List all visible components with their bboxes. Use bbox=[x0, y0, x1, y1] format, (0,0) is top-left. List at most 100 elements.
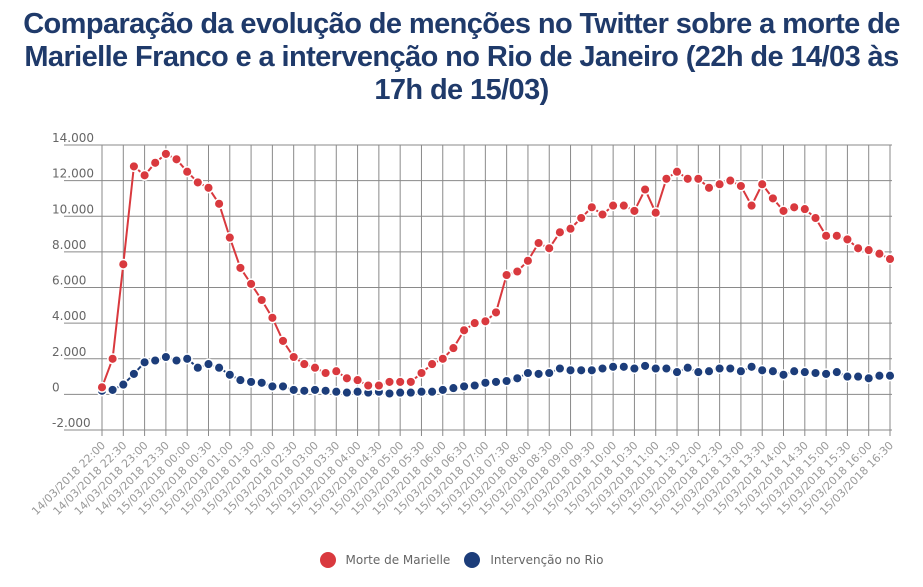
data-point[interactable] bbox=[149, 157, 161, 169]
data-point[interactable] bbox=[298, 385, 310, 397]
data-point[interactable] bbox=[256, 294, 268, 306]
data-point[interactable] bbox=[426, 358, 438, 370]
data-point[interactable] bbox=[352, 386, 364, 398]
data-point[interactable] bbox=[522, 367, 534, 379]
data-point[interactable] bbox=[160, 148, 172, 160]
data-point[interactable] bbox=[756, 178, 768, 190]
data-point[interactable] bbox=[543, 242, 555, 254]
data-point[interactable] bbox=[628, 205, 640, 217]
data-point[interactable] bbox=[607, 200, 619, 212]
data-point[interactable] bbox=[117, 258, 129, 270]
data-point[interactable] bbox=[628, 362, 640, 375]
data-point[interactable] bbox=[128, 160, 140, 172]
data-point[interactable] bbox=[724, 175, 736, 187]
data-point[interactable] bbox=[447, 342, 459, 354]
data-point[interactable] bbox=[479, 377, 491, 389]
data-point[interactable] bbox=[298, 358, 310, 370]
data-point[interactable] bbox=[639, 360, 651, 372]
data-point[interactable] bbox=[650, 207, 662, 219]
data-point[interactable] bbox=[607, 361, 619, 373]
data-point[interactable] bbox=[309, 384, 321, 396]
data-point[interactable] bbox=[639, 183, 651, 196]
data-point[interactable] bbox=[671, 366, 683, 378]
data-point[interactable] bbox=[575, 212, 587, 224]
data-point[interactable] bbox=[192, 176, 204, 188]
data-point[interactable] bbox=[650, 362, 662, 375]
data-point[interactable] bbox=[618, 200, 630, 212]
data-point[interactable] bbox=[458, 380, 470, 392]
data-point[interactable] bbox=[756, 364, 768, 376]
data-point[interactable] bbox=[799, 203, 811, 215]
data-point[interactable] bbox=[394, 387, 406, 399]
data-point[interactable] bbox=[277, 380, 289, 392]
data-point[interactable] bbox=[682, 362, 694, 374]
data-point[interactable] bbox=[554, 226, 566, 238]
data-point[interactable] bbox=[511, 265, 523, 278]
data-point[interactable] bbox=[330, 365, 342, 377]
data-point[interactable] bbox=[117, 379, 129, 391]
data-point[interactable] bbox=[586, 201, 598, 213]
data-point[interactable] bbox=[341, 372, 353, 384]
data-point[interactable] bbox=[469, 379, 481, 392]
data-point[interactable] bbox=[213, 198, 225, 210]
data-point[interactable] bbox=[277, 335, 289, 347]
data-point[interactable] bbox=[107, 384, 119, 396]
data-point[interactable] bbox=[266, 312, 278, 324]
data-point[interactable] bbox=[884, 253, 896, 265]
data-point[interactable] bbox=[437, 353, 449, 365]
data-point[interactable] bbox=[405, 387, 417, 399]
data-point[interactable] bbox=[202, 358, 215, 370]
data-point[interactable] bbox=[320, 367, 332, 379]
data-point[interactable] bbox=[873, 248, 885, 260]
data-point[interactable] bbox=[383, 387, 396, 400]
data-point[interactable] bbox=[703, 365, 715, 377]
data-point[interactable] bbox=[660, 173, 672, 185]
data-point[interactable] bbox=[564, 364, 577, 376]
data-point[interactable] bbox=[586, 364, 598, 376]
data-point[interactable] bbox=[735, 365, 747, 377]
data-point[interactable] bbox=[863, 244, 875, 256]
data-point[interactable] bbox=[245, 376, 257, 388]
data-point[interactable] bbox=[288, 384, 300, 396]
data-point[interactable] bbox=[96, 381, 108, 393]
data-point[interactable] bbox=[394, 376, 406, 388]
data-point[interactable] bbox=[479, 315, 491, 327]
data-point[interactable] bbox=[341, 387, 353, 399]
data-point[interactable] bbox=[245, 278, 257, 290]
data-point[interactable] bbox=[511, 372, 523, 384]
data-point[interactable] bbox=[149, 354, 161, 367]
legend-item-morte-de-marielle[interactable]: Morte de Marielle bbox=[319, 552, 450, 568]
data-point[interactable] bbox=[501, 269, 513, 281]
data-point[interactable] bbox=[373, 379, 385, 392]
data-point[interactable] bbox=[863, 372, 875, 384]
data-point[interactable] bbox=[415, 367, 428, 379]
data-point[interactable] bbox=[192, 362, 204, 374]
data-point[interactable] bbox=[330, 386, 342, 398]
data-point[interactable] bbox=[320, 385, 332, 397]
data-point[interactable] bbox=[490, 376, 502, 388]
data-point[interactable] bbox=[469, 317, 481, 329]
data-point[interactable] bbox=[139, 356, 151, 368]
data-point[interactable] bbox=[788, 201, 800, 213]
data-point[interactable] bbox=[873, 370, 885, 382]
data-point[interactable] bbox=[309, 362, 321, 374]
data-point[interactable] bbox=[618, 361, 630, 373]
data-point[interactable] bbox=[660, 362, 672, 375]
data-point[interactable] bbox=[714, 362, 726, 375]
data-point[interactable] bbox=[596, 208, 609, 221]
data-point[interactable] bbox=[703, 182, 715, 194]
data-point[interactable] bbox=[501, 375, 513, 387]
data-point[interactable] bbox=[554, 362, 566, 375]
data-point[interactable] bbox=[809, 212, 822, 224]
data-point[interactable] bbox=[820, 368, 832, 380]
data-point[interactable] bbox=[682, 173, 694, 185]
data-point[interactable] bbox=[160, 351, 172, 363]
data-point[interactable] bbox=[128, 368, 140, 380]
data-point[interactable] bbox=[809, 367, 822, 379]
data-point[interactable] bbox=[202, 182, 215, 194]
data-point[interactable] bbox=[671, 166, 683, 178]
data-point[interactable] bbox=[181, 353, 193, 365]
data-point[interactable] bbox=[288, 351, 300, 363]
data-point[interactable] bbox=[234, 262, 246, 274]
legend-item-intervencao-no-rio[interactable]: Intervenção no Rio bbox=[464, 552, 603, 568]
